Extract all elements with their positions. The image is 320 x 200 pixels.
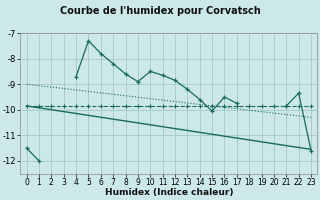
X-axis label: Humidex (Indice chaleur): Humidex (Indice chaleur)	[105, 188, 233, 197]
Text: Courbe de l'humidex pour Corvatsch: Courbe de l'humidex pour Corvatsch	[60, 6, 260, 16]
